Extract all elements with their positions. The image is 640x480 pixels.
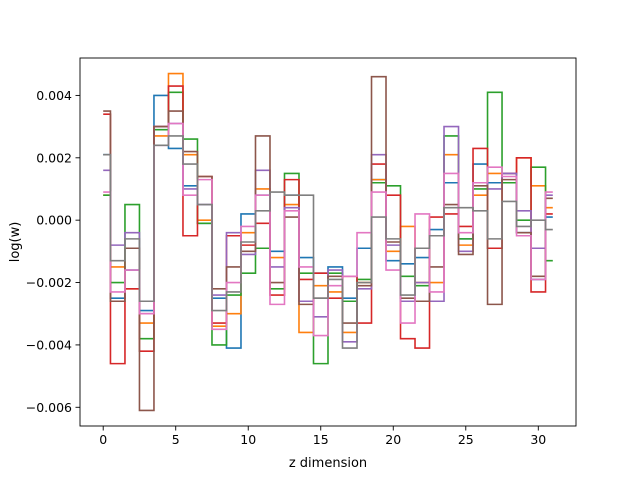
y-tick-label: −0.002 [26, 275, 72, 290]
x-tick-label: 5 [172, 432, 180, 447]
x-axis: 0 5 10 15 20 25 30 [99, 426, 546, 447]
y-tick-label: −0.006 [26, 400, 72, 415]
x-tick-label: 25 [458, 432, 474, 447]
plot-area-frame [79, 57, 577, 427]
y-tick-label: −0.004 [26, 337, 72, 352]
y-axis-label: log(w) [8, 222, 23, 263]
x-tick-label: 15 [313, 432, 329, 447]
y-tick-label: 0.000 [36, 213, 72, 228]
x-tick-label: 20 [385, 432, 401, 447]
series-line-7 [103, 122, 553, 337]
x-tick-label: 10 [240, 432, 256, 447]
x-axis-label: z dimension [289, 456, 367, 471]
x-tick-label: 30 [530, 432, 546, 447]
y-tick-label: 0.002 [36, 150, 72, 165]
x-tick-label: 0 [99, 432, 107, 447]
y-tick-label: 0.004 [36, 88, 72, 103]
series-line-8 [103, 135, 553, 349]
y-axis: −0.006 −0.004 −0.002 0.000 0.002 0.004 [26, 88, 80, 415]
series-layer [103, 72, 553, 412]
